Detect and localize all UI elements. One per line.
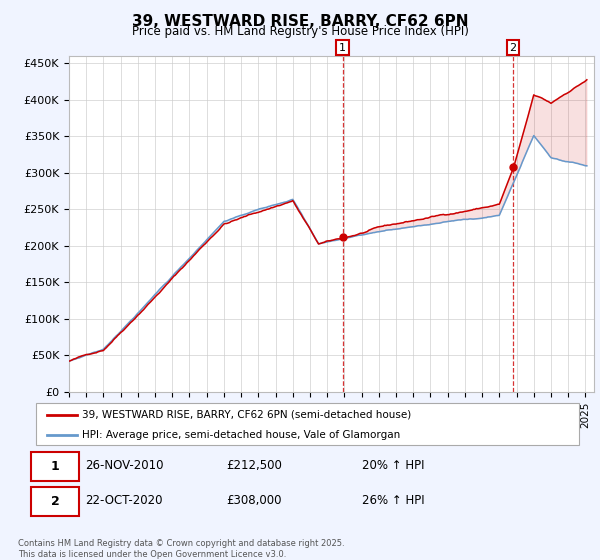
Text: 2: 2 [509, 43, 517, 53]
Text: £212,500: £212,500 [226, 459, 282, 472]
Text: 22-OCT-2020: 22-OCT-2020 [85, 494, 163, 507]
Text: 26-NOV-2010: 26-NOV-2010 [85, 459, 163, 472]
Text: 1: 1 [339, 43, 346, 53]
Text: HPI: Average price, semi-detached house, Vale of Glamorgan: HPI: Average price, semi-detached house,… [82, 430, 400, 440]
Text: 1: 1 [50, 460, 59, 473]
Text: 26% ↑ HPI: 26% ↑ HPI [362, 494, 424, 507]
Text: 39, WESTWARD RISE, BARRY, CF62 6PN: 39, WESTWARD RISE, BARRY, CF62 6PN [132, 14, 468, 29]
Text: 39, WESTWARD RISE, BARRY, CF62 6PN (semi-detached house): 39, WESTWARD RISE, BARRY, CF62 6PN (semi… [82, 410, 412, 420]
Text: 20% ↑ HPI: 20% ↑ HPI [362, 459, 424, 472]
FancyBboxPatch shape [31, 451, 79, 481]
FancyBboxPatch shape [36, 403, 579, 445]
Text: Contains HM Land Registry data © Crown copyright and database right 2025.
This d: Contains HM Land Registry data © Crown c… [18, 539, 344, 559]
Text: Price paid vs. HM Land Registry's House Price Index (HPI): Price paid vs. HM Land Registry's House … [131, 25, 469, 38]
Text: 2: 2 [50, 494, 59, 508]
FancyBboxPatch shape [31, 487, 79, 516]
Text: £308,000: £308,000 [226, 494, 281, 507]
